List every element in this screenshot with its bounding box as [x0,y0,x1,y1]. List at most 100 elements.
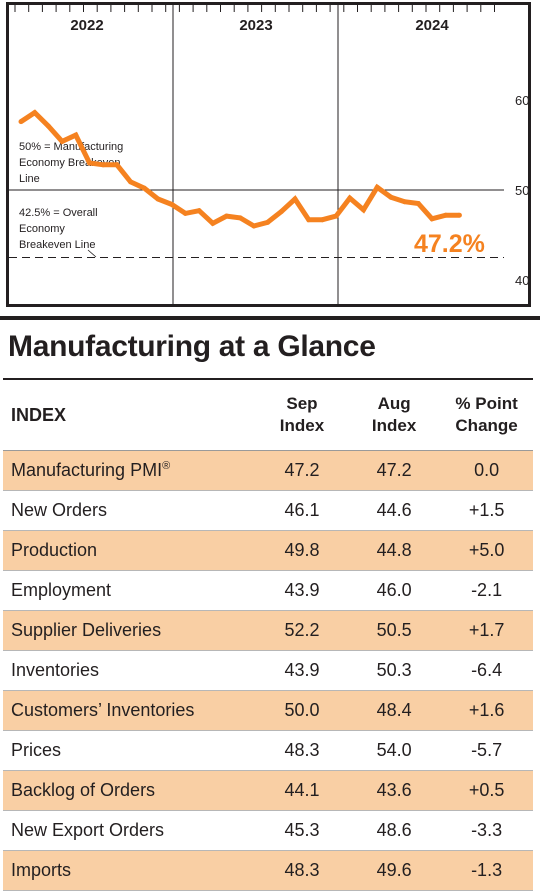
year-label-2024: 2024 [415,17,449,34]
data-point-2023-06 [251,223,257,229]
table-row: Customers’ Inventories 50.0 48.4 +1.6 [3,690,533,731]
data-point-2023-12 [333,213,339,219]
header-sep-line1: Sep [286,394,318,413]
row-sep-value: 50.0 [255,690,349,731]
series-points [18,110,462,229]
table-row: Prices 48.3 54.0 -5.7 [3,730,533,771]
table-row: Employment 43.9 46.0 -2.1 [3,570,533,611]
row-change-value: -1.3 [440,850,533,891]
table-row: Backlog of Orders 44.1 43.6 +0.5 [3,770,533,811]
data-point-2023-07 [265,219,271,225]
table-row: Supplier Deliveries 52.2 50.5 +1.7 [3,610,533,651]
row-change-value: 0.0 [440,450,533,491]
data-point-2022-11 [155,196,161,202]
row-aug-value: 50.5 [348,610,441,651]
header-sep-line2: Index [279,416,325,435]
row-aug-value: 46.0 [348,570,441,611]
header-index: INDEX [3,380,256,451]
annotation-50-line3: Line [19,173,40,185]
data-point-2022-06 [87,160,92,166]
header-change-line2: Change [455,416,518,435]
data-point-2024-06 [415,201,421,206]
data-point-2024-07 [429,216,435,222]
row-name: New Export Orders [3,810,256,851]
data-point-2023-02 [196,208,202,214]
row-name: Manufacturing PMI® [3,450,256,491]
header-change: % Point Change [440,380,533,451]
row-sep-value: 43.9 [255,570,349,611]
row-change-value: +1.5 [440,490,533,531]
data-point-2024-04 [388,194,394,200]
row-aug-value: 49.6 [348,850,441,891]
row-name: Supplier Deliveries [3,610,256,651]
row-change-value: -5.7 [440,730,533,771]
row-name: Customers’ Inventories [3,690,256,731]
row-change-value: +1.7 [440,610,533,651]
registered-mark: ® [162,460,171,472]
row-sep-value: 49.8 [255,530,349,571]
data-point-2024-02 [361,207,366,213]
annotation-leader [87,249,97,258]
row-sep-value: 44.1 [255,770,349,811]
table-row: Imports 48.3 49.6 -1.3 [3,850,533,891]
header-sep: Sep Index [255,380,349,451]
header-row: INDEX Sep Index Aug Index % Point Change [3,380,533,451]
data-point-2023-04 [224,213,229,219]
row-name: Prices [3,730,256,771]
row-sep-value: 48.3 [255,850,349,891]
data-point-2024-05 [402,199,408,205]
data-point-2023-03 [210,220,216,226]
year-label-2023: 2023 [239,17,272,34]
row-name: Employment [3,570,256,611]
row-name: New Orders [3,490,256,531]
y-tick-60: 60 [515,93,529,108]
latest-value-label: 47.2% [414,230,485,258]
table-row: New Export Orders 45.3 48.6 -3.3 [3,810,533,851]
data-point-2022-05 [73,132,79,138]
title-underline [3,378,533,380]
row-sep-value: 43.9 [255,650,349,691]
row-aug-value: 54.0 [348,730,441,771]
table-row: New Orders 46.1 44.6 +1.5 [3,490,533,531]
row-name: Production [3,530,256,571]
row-aug-value: 44.6 [348,490,441,531]
pmi-line-chart: 2022 2023 2024 60 50 40 50% = Manufactur… [9,5,529,304]
data-point-2023-08 [278,209,284,215]
row-name: Imports [3,850,256,891]
chart-frame [6,2,531,307]
data-point-2023-10 [306,217,312,223]
row-change-value: -3.3 [440,810,533,851]
header-aug: Aug Index [348,380,441,451]
row-sep-value: 48.3 [255,730,349,771]
data-point-2022-03 [45,123,51,129]
y-tick-50: 50 [515,183,529,198]
data-point-2022-12 [169,201,175,207]
table-row: Inventories 43.9 50.3 -6.4 [3,650,533,691]
data-point-2023-11 [319,217,325,223]
section-divider [0,316,540,320]
row-aug-value: 43.6 [348,770,441,811]
annotation-42-line3: Breakeven Line [19,239,95,251]
top-tick-marks [14,5,495,12]
data-point-2024-09 [456,212,462,218]
y-tick-40: 40 [515,273,529,288]
glance-table: INDEX Sep Index Aug Index % Point Change… [3,380,533,891]
data-point-2022-08 [114,162,120,168]
row-sep-value: 46.1 [255,490,349,531]
data-point-2023-05 [237,215,243,221]
annotation-50-line1: 50% = Manufacturing [19,141,123,153]
row-aug-value: 48.4 [348,690,441,731]
data-point-2023-01 [182,210,188,216]
row-change-value: -6.4 [440,650,533,691]
data-point-2022-04 [59,138,65,144]
data-point-2024-08 [443,212,449,218]
row-change-value: +0.5 [440,770,533,811]
data-point-2024-01 [347,195,353,201]
row-name: Inventories [3,650,256,691]
row-change-value: +5.0 [440,530,533,571]
row-change-value: +1.6 [440,690,533,731]
data-point-2023-09 [292,196,298,202]
data-point-2022-09 [128,179,134,185]
annotation-42-line1: 42.5% = Overall [19,207,98,219]
year-label-2022: 2022 [70,17,103,34]
